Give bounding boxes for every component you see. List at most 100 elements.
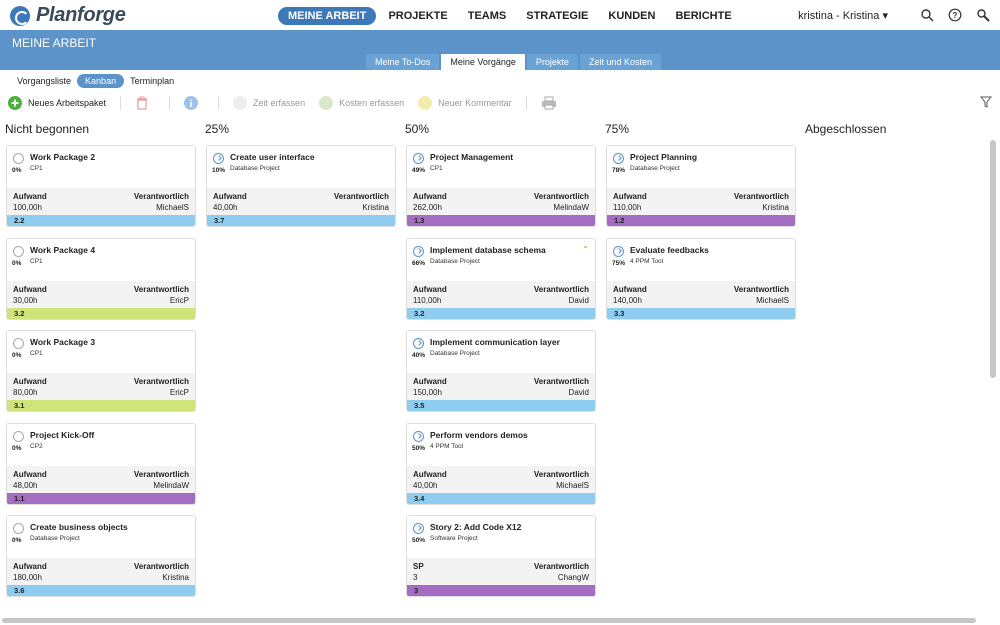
card-details: Aufwand Verantwortlich 110,00h Kristina (607, 188, 795, 215)
card-title[interactable]: Project Management (430, 152, 514, 162)
card-header: 0% Work Package 3 CP1 (7, 331, 195, 373)
card-details: Aufwand Verantwortlich 30,00h EricP (7, 280, 195, 308)
card-title[interactable]: Project Kick-Off (30, 429, 95, 440)
user-menu[interactable]: kristina - Kristina ▾ (798, 9, 888, 22)
tab-0[interactable]: Meine To-Dos (366, 54, 440, 70)
card-project: Database Project (630, 165, 680, 172)
effort-value: 40,00h (213, 203, 238, 212)
effort-label: Aufwand (413, 192, 447, 201)
work-package-card[interactable]: 40% Implement communication layer Database… (406, 330, 596, 412)
effort-label: Aufwand (413, 284, 447, 294)
app-logo[interactable]: Planforge (10, 4, 126, 27)
card-title[interactable]: Perform vendors demos (430, 429, 528, 440)
status-circle-icon (13, 153, 24, 164)
card-details: Aufwand Verantwortlich 48,00h MelindaW (7, 465, 195, 493)
card-title[interactable]: Project Planning (630, 152, 698, 162)
vertical-scrollbar[interactable] (990, 140, 996, 378)
nav-item-teams[interactable]: TEAMS (467, 10, 507, 22)
card-code-bar: 3 (407, 585, 595, 596)
responsible-label: Verantwortlich (733, 284, 789, 294)
delete-button[interactable] (135, 96, 155, 110)
work-package-card[interactable]: 0% Work Package 2 CP1 Aufwand Verantwortlich… (6, 145, 196, 227)
info-button[interactable]: i (184, 96, 204, 110)
responsible-value: Kristina (362, 203, 389, 212)
top-navigation-bar: Planforge MEINE ARBEIT PROJEKTE TEAMS STRAT… (0, 0, 1000, 30)
logo-icon (10, 5, 30, 26)
work-package-card[interactable]: 0% Project Kick-Off CP2 Aufwand Verantwortli… (6, 422, 196, 505)
kanban-column: 25% (205, 120, 397, 137)
nav-item-meine-arbeit[interactable]: MEINE ARBEIT (278, 7, 377, 25)
help-icon[interactable]: ? (948, 8, 962, 22)
card-title[interactable]: Work Package 3 (30, 337, 96, 347)
card-title[interactable]: Implement communication layer (430, 337, 560, 347)
card-title[interactable]: Implement database schema (430, 244, 546, 255)
responsible-label: Verantwortlich (533, 562, 589, 571)
effort-value: 110,00h (413, 295, 442, 305)
card-header: 0% Project Kick-Off CP2 (7, 424, 195, 466)
card-title[interactable]: Work Package 4 (30, 244, 96, 255)
column-header: Nicht begonnen (5, 122, 90, 136)
search-icon[interactable] (920, 8, 934, 22)
work-package-card[interactable]: 0% Work Package 4 CP1 Aufwand Verantwortlich… (6, 237, 196, 320)
view-vorgangsliste[interactable]: Vorgangsliste (17, 76, 72, 86)
card-title[interactable]: Evaluate feedbacks (630, 244, 709, 255)
work-package-card[interactable]: 49% Project Management CP1 Aufwand Verantwor… (406, 145, 596, 227)
work-package-card[interactable]: 75% Evaluate feedbacks 4 PPM Tool Aufwand Ve… (606, 237, 796, 320)
tab-2[interactable]: Projekte (526, 54, 578, 70)
responsible-label: Verantwortlich (133, 284, 189, 294)
effort-value: 100,00h (13, 203, 42, 212)
responsible-label: Verantwortlich (733, 192, 789, 201)
log-costs-button[interactable]: Kosten erfassen (319, 96, 404, 110)
nav-item-strategie[interactable]: STRATEGIE (526, 10, 589, 22)
nav-item-projekte[interactable]: PROJEKTE (388, 10, 448, 22)
comment-icon (418, 96, 433, 110)
filter-icon[interactable] (979, 96, 993, 110)
new-work-package-button[interactable]: Neues Arbeitspaket (8, 96, 106, 110)
nav-item-kunden[interactable]: KUNDEN (608, 10, 656, 22)
work-package-card[interactable]: 50% Story 2: Add Code X12 Software Project… (406, 515, 596, 597)
card-title[interactable]: Story 2: Add Code X12 (430, 522, 522, 532)
responsible-label: Verantwortlich (133, 562, 189, 571)
log-time-button[interactable]: Zeit erfassen (233, 96, 305, 110)
responsible-label: Verantwortlich (533, 284, 589, 294)
view-terminplan[interactable]: Terminplan (130, 76, 175, 86)
card-title[interactable]: Create business objects (30, 522, 128, 532)
card-progress: 0% (12, 352, 22, 359)
nav-item-berichte[interactable]: BERICHTE (675, 10, 732, 22)
card-project: CP1 (430, 165, 443, 172)
card-code-bar: 2.2 (7, 215, 195, 226)
log-costs-label: Kosten erfassen (339, 98, 405, 108)
progress-icon (613, 153, 624, 164)
work-package-card[interactable]: 50% Perform vendors demos 4 PPM Tool Aufwan… (406, 422, 596, 505)
card-header: 50% Story 2: Add Code X12 Software Project (407, 516, 595, 558)
card-header: 10% Create user interface Database Project (207, 146, 395, 188)
print-button[interactable] (541, 96, 561, 110)
card-header: 0% Work Package 4 CP1 (7, 239, 195, 281)
card-title[interactable]: Create user interface (230, 152, 315, 162)
card-progress: 50% (412, 444, 426, 452)
card-header: 66% Implement database schema Database Pro… (407, 239, 595, 281)
tab-3[interactable]: Zeit und Kosten (579, 54, 661, 70)
card-header: 50% Perform vendors demos 4 PPM Tool (407, 424, 595, 466)
log-time-label: Zeit erfassen (253, 98, 306, 108)
new-comment-button[interactable]: Neuer Kommentar (418, 96, 512, 110)
printer-icon (541, 96, 556, 110)
card-progress: 75% (612, 259, 626, 267)
magnifier-settings-icon[interactable] (976, 8, 990, 22)
kanban-column: 75% (605, 120, 797, 137)
responsible-value: Kristina (762, 203, 789, 212)
card-title[interactable]: Work Package 2 (30, 152, 96, 162)
work-package-card[interactable]: 66% Implement database schema Database Pro… (406, 237, 596, 320)
card-code-bar: 3.5 (407, 400, 595, 411)
card-progress: 78% (612, 167, 626, 174)
work-package-card[interactable]: 10% Create user interface Database Project… (206, 145, 396, 227)
responsible-value: MelindaW (153, 480, 189, 490)
work-package-card[interactable]: 0% Work Package 3 CP1 Aufwand Verantwortlich… (6, 330, 196, 412)
view-kanban[interactable]: Kanban (77, 74, 125, 88)
work-package-card[interactable]: 0% Create business objects Database Projec… (6, 515, 196, 597)
toolbar-separator (525, 96, 527, 110)
horizontal-scrollbar[interactable] (2, 618, 976, 623)
work-package-card[interactable]: 78% Project Planning Database Project Aufwa… (606, 145, 796, 227)
tab-1[interactable]: Meine Vorgänge (441, 54, 525, 70)
card-details: Aufwand Verantwortlich 262,00h MelindaW (407, 188, 595, 215)
